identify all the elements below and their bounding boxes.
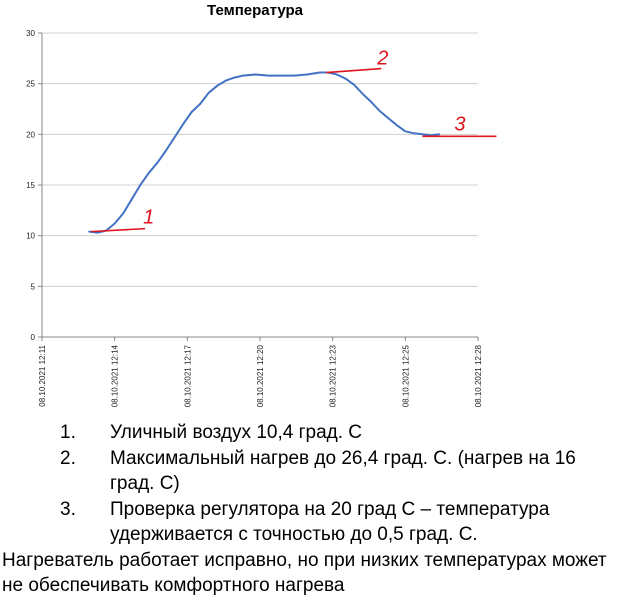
data-point: [242, 74, 244, 77]
data-point: [190, 111, 193, 113]
annotation-marker-line: [326, 67, 382, 74]
data-point: [131, 198, 133, 200]
note-item-1: 1. Уличный воздух 10,4 град. С: [0, 420, 621, 445]
data-point: [267, 74, 270, 77]
y-tick-label: 30: [26, 29, 35, 38]
chart-gridlines: [42, 32, 478, 287]
x-tick-label: 08.10.2021 12:23: [329, 344, 338, 407]
data-point: [165, 149, 167, 152]
data-point: [199, 103, 201, 105]
chart-series: [88, 71, 441, 234]
x-tick-label: 08.10.2021 12:28: [474, 344, 483, 407]
data-point: [306, 73, 308, 76]
y-tick-label: 15: [26, 181, 35, 190]
data-point: [370, 101, 372, 103]
annotation-label: 2: [376, 48, 388, 70]
chart-annotations: 1 2 3: [91, 48, 497, 233]
data-point: [421, 133, 424, 136]
notes-list: 1. Уличный воздух 10,4 град. С 2. Максим…: [0, 420, 621, 547]
annotation-label: 1: [143, 207, 154, 229]
data-point: [396, 124, 398, 126]
data-point: [353, 83, 355, 86]
chart-title: Температура: [207, 2, 304, 19]
data-point: [387, 117, 390, 119]
x-tick-label: 08.10.2021 12:11: [38, 344, 47, 406]
data-point: [438, 133, 441, 136]
note-text: Проверка регулятора на 20 град С – темпе…: [110, 499, 550, 545]
data-point: [233, 76, 236, 79]
data-point: [336, 73, 338, 76]
note-text: Уличный воздух 10,4 град. С: [110, 422, 363, 443]
data-point: [113, 222, 116, 225]
x-tick-label: 08.10.2021 12:25: [401, 344, 410, 407]
y-tick-label: 25: [26, 80, 35, 89]
y-tick-label: 10: [26, 232, 35, 241]
data-point: [225, 79, 227, 82]
data-point: [404, 130, 407, 133]
x-tick-label: 08.10.2021 12:17: [183, 344, 192, 407]
note-text: Максимальный нагрев до 26,4 град. С. (на…: [110, 448, 576, 494]
annotation-label: 3: [454, 113, 465, 135]
data-point: [96, 231, 99, 234]
note-number: 2.: [60, 448, 76, 469]
data-point: [122, 212, 124, 215]
conclusion-text: Нагреватель работает исправно, но при ни…: [2, 550, 607, 596]
data-point: [139, 184, 142, 186]
data-point: [361, 93, 364, 95]
chart-axes: [38, 32, 479, 341]
annotation-marker-line: [91, 227, 146, 233]
x-tick-label: 08.10.2021 12:20: [256, 344, 265, 407]
data-point: [173, 136, 176, 139]
x-axis-ticks: 08.10.2021 12:11 08.10.2021 12:14 08.10.20…: [38, 344, 483, 407]
data-point: [216, 84, 219, 87]
notes-section: 1. Уличный воздух 10,4 град. С 2. Максим…: [0, 420, 621, 598]
data-point: [293, 74, 296, 77]
x-tick-label: 08.10.2021 12:14: [111, 344, 120, 407]
temperature-line: [88, 71, 440, 234]
data-point: [344, 77, 347, 80]
note-number: 1.: [60, 422, 76, 443]
y-tick-label: 0: [31, 333, 36, 342]
y-tick-label: 20: [26, 130, 35, 139]
data-point: [88, 230, 90, 233]
data-point: [319, 71, 321, 74]
y-axis-ticks: 0 5 10 15 20 25 30: [26, 29, 35, 342]
note-item-2: 2. Максимальный нагрев до 26,4 град. С. …: [0, 446, 621, 496]
note-item-3: 3. Проверка регулятора на 20 град С – те…: [0, 497, 621, 547]
y-tick-label: 5: [31, 282, 36, 291]
data-point: [378, 110, 381, 112]
data-point: [207, 92, 210, 94]
data-point: [254, 73, 257, 76]
data-point: [280, 74, 283, 77]
temperature-chart: Температура 0 5 10 15 20 25 30 08.10.2021 12:1…: [26, 2, 497, 407]
data-point: [182, 123, 184, 125]
note-number: 3.: [60, 499, 76, 520]
data-point: [413, 132, 415, 135]
data-point: [148, 172, 150, 174]
data-point: [156, 161, 159, 164]
